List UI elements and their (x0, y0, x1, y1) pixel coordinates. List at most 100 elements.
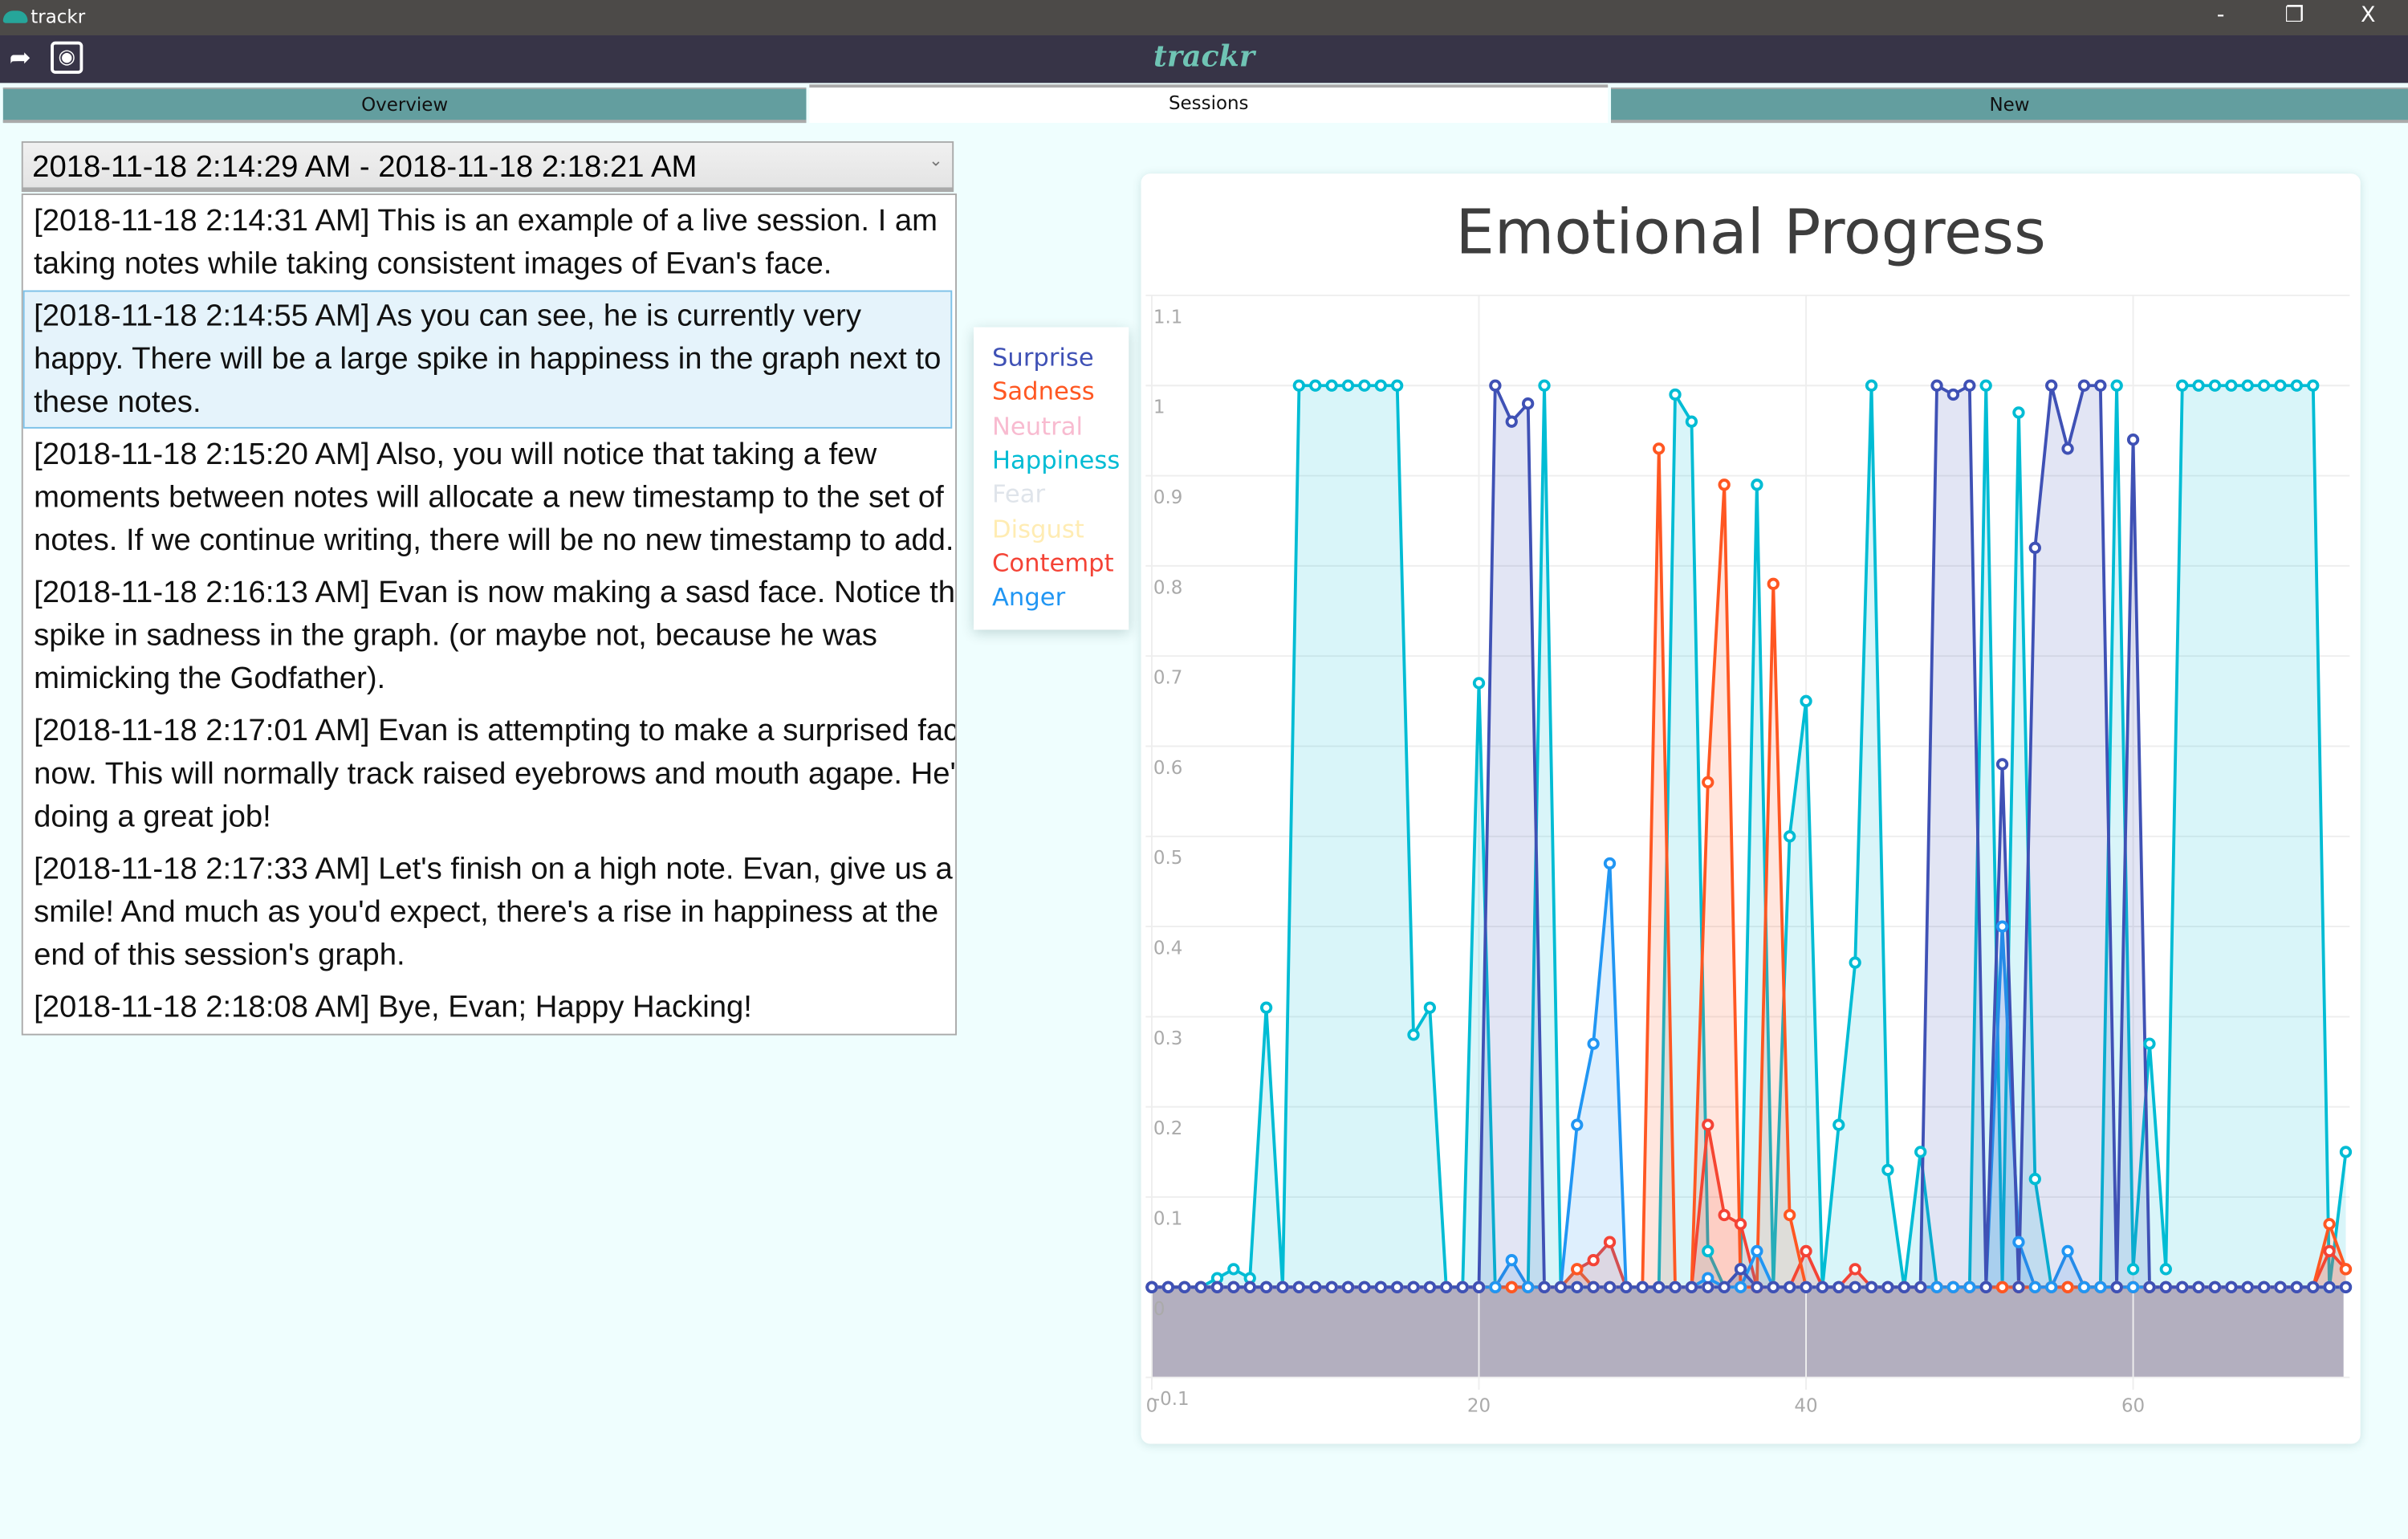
y-tick-label: 0.2 (1153, 1118, 1182, 1139)
legend-item-neutral[interactable]: Neutral (991, 410, 1083, 441)
point-surprise (2028, 541, 2041, 555)
point-happiness (2126, 1263, 2140, 1276)
legend-item-disgust[interactable]: Disgust (991, 513, 1084, 544)
y-tick-label: 1 (1153, 397, 1165, 418)
point-happiness (1685, 415, 1698, 428)
point-anger (2045, 1280, 2058, 1293)
y-tick-label: 0.7 (1153, 668, 1182, 689)
chart-legend: Surprise Sadness Neutral Happiness Fear Disgu… (974, 327, 1129, 630)
brand-logo: trackr (1153, 39, 1255, 74)
minimize-button[interactable]: - (2216, 2, 2225, 28)
legend-item-surprise[interactable]: Surprise (991, 342, 1094, 373)
y-tick-label: 0.1 (1153, 1208, 1182, 1229)
point-sadness (1718, 478, 1731, 491)
point-surprise (2323, 1280, 2336, 1293)
legend-item-contempt[interactable]: Contempt (991, 548, 1114, 578)
point-surprise (1751, 1280, 1763, 1293)
point-surprise (1407, 1280, 1420, 1293)
point-surprise (2012, 1280, 2025, 1293)
point-happiness (1390, 379, 1404, 392)
point-happiness (1374, 379, 1387, 392)
note-item[interactable]: [2018-11-18 2:17:33 AM] Let's finish on … (34, 852, 953, 973)
point-surprise (1849, 1280, 1861, 1293)
point-happiness (2143, 1037, 2156, 1050)
session-select[interactable]: 2018-11-18 2:14:29 AM - 2018-11-18 2:18:… (21, 141, 954, 193)
tab-overview[interactable]: Overview (2, 88, 807, 124)
point-surprise (1587, 1280, 1600, 1293)
camera-icon[interactable]: ◉ (51, 41, 83, 74)
point-happiness (1865, 379, 1878, 392)
point-surprise (1784, 1280, 1796, 1293)
back-arrow-icon[interactable]: ➦ (9, 43, 31, 74)
point-surprise (1636, 1280, 1649, 1293)
point-happiness (1472, 677, 1486, 690)
legend-item-fear[interactable]: Fear (991, 479, 1046, 509)
point-happiness (2307, 379, 2320, 392)
point-contempt (1603, 1236, 1617, 1248)
point-surprise (1325, 1280, 1338, 1293)
point-anger (1946, 1280, 1960, 1293)
note-item[interactable]: [2018-11-18 2:18:08 AM] Bye, Evan; Happy… (34, 991, 752, 1025)
point-happiness (2012, 406, 2025, 419)
tab-new[interactable]: New (1611, 88, 2408, 124)
y-tick-label: 0.9 (1153, 487, 1182, 508)
point-sadness (1571, 1263, 1584, 1276)
point-surprise (1767, 1280, 1780, 1293)
point-contempt (1702, 1118, 1714, 1131)
y-tick-label: -0.1 (1153, 1389, 1190, 1410)
point-contempt (1587, 1253, 1600, 1267)
point-surprise (2077, 379, 2091, 392)
point-happiness (1751, 478, 1763, 491)
note-item[interactable]: [2018-11-18 2:15:20 AM] Also, you will n… (34, 438, 954, 558)
close-button[interactable]: X (2361, 2, 2376, 28)
note-item-selected[interactable]: [2018-11-18 2:14:55 AM] As you can see, … (22, 290, 953, 429)
point-surprise (1161, 1280, 1175, 1293)
point-happiness (2110, 379, 2123, 392)
y-tick-label: 0 (1153, 1299, 1165, 1320)
point-happiness (1227, 1263, 1240, 1276)
point-happiness (2028, 1172, 2041, 1186)
app-header: ➦ ◉ trackr (0, 35, 2408, 83)
point-happiness (1259, 1001, 1273, 1014)
y-tick-label: 0.8 (1153, 577, 1182, 598)
point-surprise (1210, 1280, 1224, 1293)
point-surprise (2339, 1280, 2353, 1293)
point-sadness (1995, 1280, 2009, 1293)
point-surprise (1734, 1263, 1747, 1276)
point-anger (1963, 1280, 1976, 1293)
point-anger (1571, 1118, 1584, 1131)
window-titlebar: trackr - ❐ X (0, 0, 2408, 36)
point-surprise (1489, 379, 1502, 392)
point-anger (1521, 1280, 1535, 1293)
point-sadness (1505, 1280, 1518, 1293)
note-item[interactable]: [2018-11-18 2:17:01 AM] Evan is attempti… (34, 714, 957, 834)
note-item[interactable]: [2018-11-18 2:16:13 AM] Evan is now maki… (34, 576, 957, 696)
point-surprise (1194, 1280, 1207, 1293)
point-surprise (1472, 1280, 1486, 1293)
point-surprise (1259, 1280, 1273, 1293)
legend-item-happiness[interactable]: Happiness (991, 445, 1121, 475)
point-contempt (1849, 1263, 1861, 1276)
legend-item-sadness[interactable]: Sadness (991, 377, 1095, 406)
point-happiness (1538, 379, 1551, 392)
legend-item-anger[interactable]: Anger (991, 582, 1066, 612)
note-item[interactable]: [2018-11-18 2:14:31 AM] This is an examp… (34, 204, 938, 282)
point-happiness (1849, 956, 1861, 969)
notes-list[interactable]: [2018-11-18 2:14:31 AM] This is an examp… (21, 193, 957, 1036)
point-contempt (1718, 1208, 1731, 1222)
x-tick-label: 40 (1794, 1395, 1817, 1416)
point-anger (2012, 1236, 2025, 1248)
tab-bar: Overview Sessions New (0, 84, 2408, 124)
x-tick-label: 0 (1146, 1395, 1158, 1416)
point-surprise (1358, 1280, 1371, 1293)
point-surprise (1390, 1280, 1404, 1293)
tab-sessions[interactable]: Sessions (809, 84, 1609, 124)
restore-button[interactable]: ❐ (2284, 2, 2304, 28)
point-surprise (2094, 379, 2107, 392)
chart-title: Emotional Progress (1455, 197, 2046, 269)
point-surprise (1979, 1280, 1992, 1293)
point-happiness (1979, 379, 1992, 392)
point-contempt (1800, 1244, 1812, 1258)
